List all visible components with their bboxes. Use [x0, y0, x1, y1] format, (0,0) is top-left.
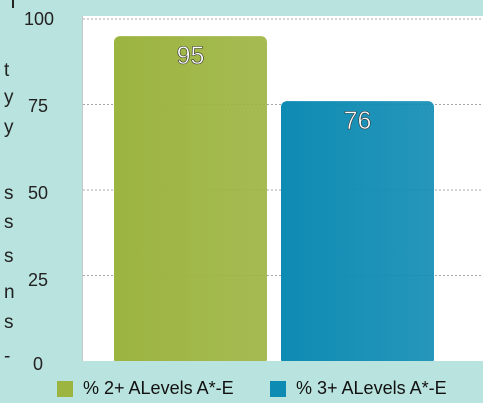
bar-2plus [114, 36, 267, 365]
cut-off-text-fragment: s [4, 312, 14, 333]
legend: % 2+ ALevels A*-E % 3+ ALevels A*-E [0, 378, 483, 403]
y-tick-label-25: 25 [27, 270, 49, 290]
cut-off-text-fragment: s [4, 246, 14, 267]
bar-chart: 95 76 [83, 18, 483, 365]
y-tick-label-75: 75 [27, 96, 49, 116]
cut-off-text-fragment: t [4, 60, 10, 81]
bar-value-label: 76 [344, 107, 372, 135]
legend-label-3plus: % 3+ ALevels A*-E [296, 378, 447, 398]
y-tick-label-100: 100 [24, 9, 55, 29]
cut-off-text-fragment: s [4, 212, 14, 233]
y-tick-label-50: 50 [27, 183, 49, 203]
y-tick-label-0: 0 [32, 354, 43, 374]
cut-off-text-fragment: s [4, 183, 14, 204]
legend-item-3plus: % 3+ ALevels A*-E [270, 378, 447, 399]
bar-value-label: 95 [177, 42, 205, 70]
legend-item-2plus: % 2+ ALevels A*-E [57, 378, 234, 399]
legend-swatch-3plus [270, 380, 286, 397]
legend-label-2plus: % 2+ ALevels A*-E [83, 378, 234, 398]
cut-off-text-line [12, 0, 14, 8]
cut-off-text-fragment: y [4, 87, 14, 108]
plot-area: 95 76 [82, 16, 483, 365]
legend-swatch-2plus [57, 380, 73, 397]
cut-off-text-fragment: n [4, 282, 15, 303]
cut-off-text-fragment: - [4, 346, 11, 367]
bar-3plus [281, 101, 434, 365]
cut-off-text-fragment: y [4, 117, 14, 138]
